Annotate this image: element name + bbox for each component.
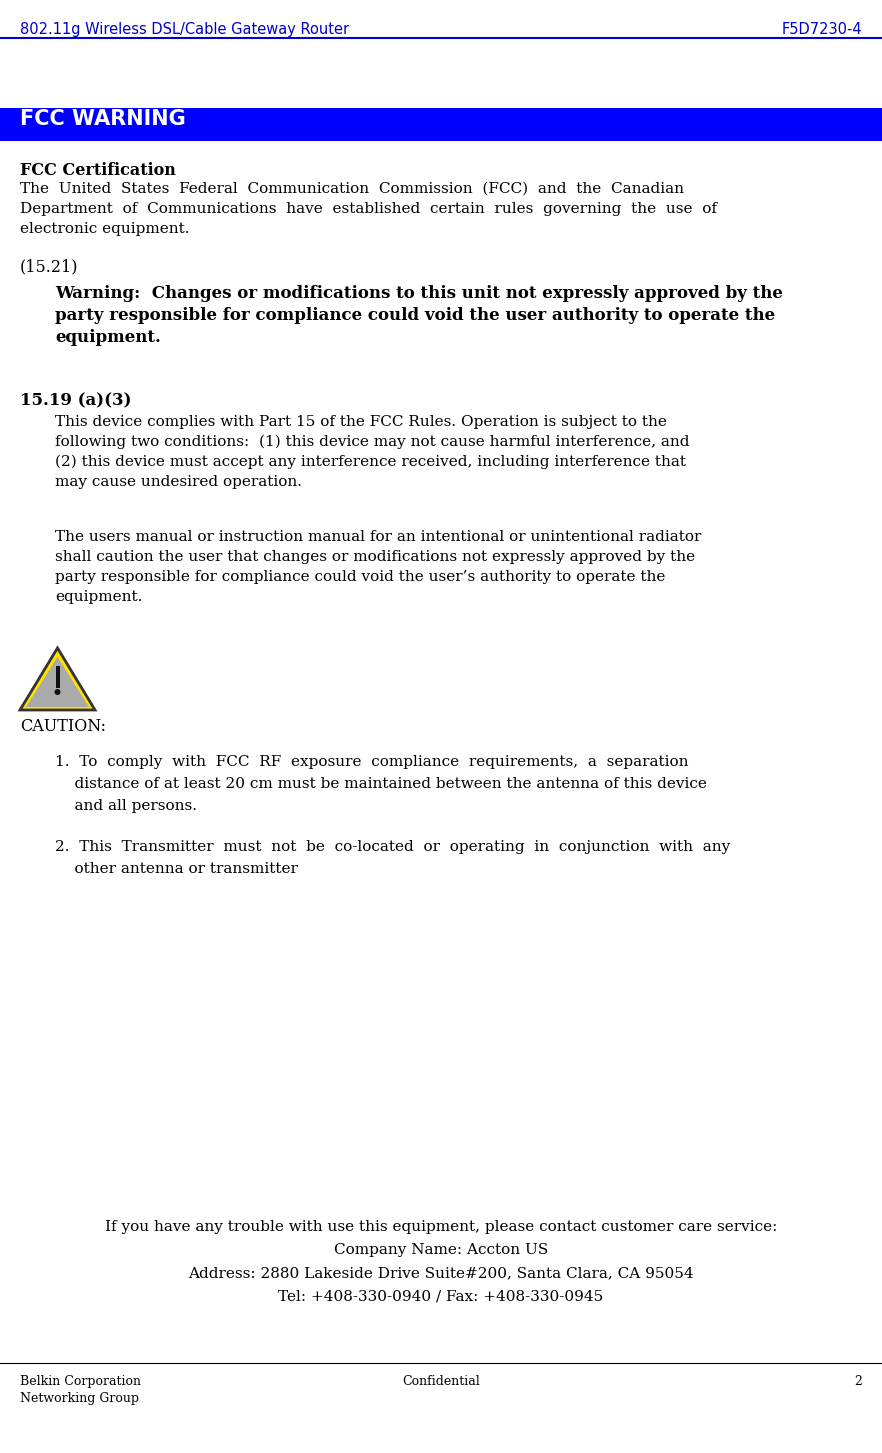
Text: distance of at least 20 cm must be maintained between the antenna of this device: distance of at least 20 cm must be maint…: [55, 777, 706, 790]
Text: 2: 2: [854, 1375, 862, 1388]
Bar: [56, 665, 59, 689]
Text: equipment.: equipment.: [55, 328, 161, 346]
Text: (2) this device must accept any interference received, including interference th: (2) this device must accept any interfer…: [55, 455, 686, 469]
Text: Confidential: Confidential: [402, 1375, 480, 1388]
Text: CAUTION:: CAUTION:: [20, 718, 106, 735]
Circle shape: [55, 689, 61, 695]
Text: Belkin Corporation: Belkin Corporation: [20, 1375, 141, 1388]
Text: Department  of  Communications  have  established  certain  rules  governing  th: Department of Communications have establ…: [20, 202, 717, 216]
Text: (15.21): (15.21): [20, 259, 78, 275]
Text: shall caution the user that changes or modifications not expressly approved by t: shall caution the user that changes or m…: [55, 551, 695, 564]
Text: may cause undesired operation.: may cause undesired operation.: [55, 475, 302, 490]
Text: party responsible for compliance could void the user authority to operate the: party responsible for compliance could v…: [55, 307, 775, 324]
Text: equipment.: equipment.: [55, 590, 142, 604]
Polygon shape: [26, 657, 89, 708]
Text: 1.  To  comply  with  FCC  RF  exposure  compliance  requirements,  a  separatio: 1. To comply with FCC RF exposure compli…: [55, 756, 689, 769]
Text: FCC WARNING: FCC WARNING: [20, 109, 186, 129]
Text: Tel: +408-330-0940 / Fax: +408-330-0945: Tel: +408-330-0940 / Fax: +408-330-0945: [279, 1289, 603, 1303]
Text: party responsible for compliance could void the user’s authority to operate the: party responsible for compliance could v…: [55, 570, 665, 584]
Polygon shape: [20, 648, 95, 711]
Text: 2.  This  Transmitter  must  not  be  co-located  or  operating  in  conjunction: 2. This Transmitter must not be co-locat…: [55, 840, 730, 854]
Bar: [0, 108, 882, 141]
Text: Warning:  Changes or modifications to this unit not expressly approved by the: Warning: Changes or modifications to thi…: [55, 285, 783, 302]
Text: Networking Group: Networking Group: [20, 1392, 139, 1405]
Text: 802.11g Wireless DSL/Cable Gateway Router: 802.11g Wireless DSL/Cable Gateway Route…: [20, 22, 349, 36]
Text: Company Name: Accton US: Company Name: Accton US: [334, 1242, 548, 1257]
Text: other antenna or transmitter: other antenna or transmitter: [55, 862, 298, 876]
Text: 15.19 (a)(3): 15.19 (a)(3): [20, 392, 131, 408]
Text: FCC Certification: FCC Certification: [20, 161, 176, 179]
Text: F5D7230-4: F5D7230-4: [781, 22, 862, 36]
Text: electronic equipment.: electronic equipment.: [20, 222, 190, 235]
Text: The users manual or instruction manual for an intentional or unintentional radia: The users manual or instruction manual f…: [55, 530, 701, 543]
Text: following two conditions:  (1) this device may not cause harmful interference, a: following two conditions: (1) this devic…: [55, 434, 690, 449]
Text: This device complies with Part 15 of the FCC Rules. Operation is subject to the: This device complies with Part 15 of the…: [55, 416, 667, 429]
Text: Address: 2880 Lakeside Drive Suite#200, Santa Clara, CA 95054: Address: 2880 Lakeside Drive Suite#200, …: [188, 1266, 694, 1280]
Text: If you have any trouble with use this equipment, please contact customer care se: If you have any trouble with use this eq…: [105, 1221, 777, 1234]
Text: The  United  States  Federal  Communication  Commission  (FCC)  and  the  Canadi: The United States Federal Communication …: [20, 182, 684, 196]
Text: and all persons.: and all persons.: [55, 799, 197, 814]
